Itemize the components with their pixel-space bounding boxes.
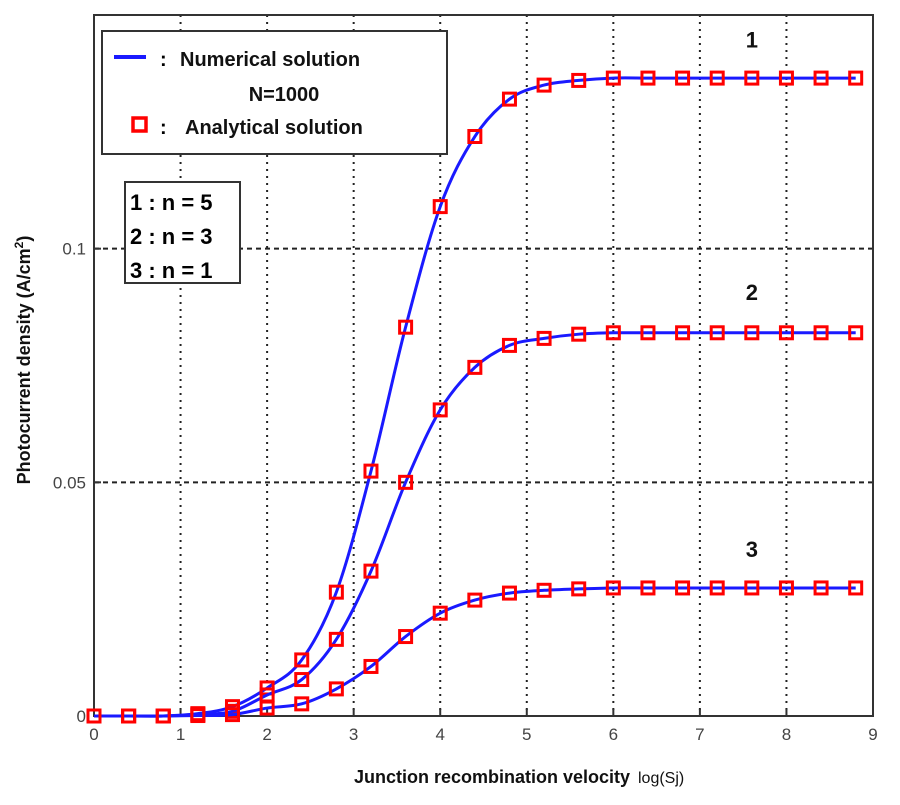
data-point-marker (190, 708, 206, 724)
data-point-marker (155, 708, 171, 724)
data-point-marker (813, 70, 829, 86)
legend-marker-icon (131, 116, 148, 133)
data-point-marker (848, 325, 864, 341)
data-point-marker (224, 707, 240, 723)
series-line-1 (94, 76, 856, 718)
axis-ticks: 0 1 2 3 4 5 6 7 8 9 0 0.05 0.1 (53, 240, 878, 744)
x-tick-label: 2 (262, 725, 271, 744)
data-point-marker (536, 77, 552, 93)
data-point-marker (709, 325, 725, 341)
data-point-marker (432, 605, 448, 621)
data-point-marker (294, 672, 310, 688)
y-axis-label-group: Photocurrent density (A/cm2) (12, 236, 34, 485)
legend-sep: : (160, 49, 167, 71)
data-point-marker (675, 580, 691, 596)
data-point-marker (709, 580, 725, 596)
y-tick-label: 0 (77, 707, 86, 726)
x-tick-label: 7 (695, 725, 704, 744)
x-tick-label: 9 (868, 725, 877, 744)
data-point-marker (398, 319, 414, 335)
data-point-marker (778, 580, 794, 596)
legend-line-label: Numerical solution (180, 49, 360, 71)
data-point-marker (675, 70, 691, 86)
data-point-marker (467, 592, 483, 608)
data-point-marker (501, 91, 517, 107)
data-point-marker (432, 402, 448, 418)
data-point-marker (432, 199, 448, 215)
series-group: 1 2 3 (86, 28, 864, 724)
data-point-marker (744, 70, 760, 86)
x-axis-label: Junction recombination velocity (354, 767, 630, 787)
data-point-marker (605, 70, 621, 86)
data-point-marker (536, 330, 552, 346)
data-point-marker (848, 70, 864, 86)
data-point-marker (501, 337, 517, 353)
x-tick-label: 4 (435, 725, 444, 744)
data-point-marker (398, 629, 414, 645)
data-point-marker (744, 325, 760, 341)
x-tick-label: 6 (609, 725, 618, 744)
data-point-marker (294, 652, 310, 668)
data-point-marker (363, 563, 379, 579)
data-point-marker (640, 325, 656, 341)
data-point-marker (294, 696, 310, 712)
y-tick-label: 0.05 (53, 473, 86, 492)
data-point-marker (605, 580, 621, 596)
data-point-marker (848, 580, 864, 596)
data-point-marker (571, 581, 587, 597)
x-tick-label: 0 (89, 725, 98, 744)
data-point-marker (640, 70, 656, 86)
data-point-marker (778, 70, 794, 86)
data-point-marker (536, 582, 552, 598)
y-axis-label: Photocurrent density (A/cm2) (12, 236, 34, 485)
data-point-marker (328, 584, 344, 600)
data-point-marker (467, 129, 483, 145)
x-tick-label: 5 (522, 725, 531, 744)
data-point-marker (501, 585, 517, 601)
annotation-line: 2 : n = 3 (130, 224, 213, 249)
data-point-marker (259, 700, 275, 716)
y-tick-label: 0.1 (62, 240, 86, 259)
series-line-2 (94, 331, 856, 718)
data-point-marker (640, 580, 656, 596)
annotation-frame (124, 181, 241, 284)
legend-marker-label: Analytical solution (185, 117, 363, 139)
series-line-3 (94, 586, 856, 718)
curve-label: 3 (746, 537, 758, 562)
data-point-marker (675, 325, 691, 341)
legend-line-sub: N=1000 (249, 84, 320, 106)
legend-sep-2: : (160, 117, 167, 139)
data-point-marker (363, 658, 379, 674)
x-tick-label: 1 (176, 725, 185, 744)
data-point-marker (363, 463, 379, 479)
data-point-marker (467, 359, 483, 375)
data-point-marker (121, 708, 137, 724)
data-point-marker (744, 580, 760, 596)
data-point-marker (605, 325, 621, 341)
legend: : Numerical solution N=1000 : Analytical… (101, 30, 448, 155)
data-point-marker (813, 325, 829, 341)
legend-box (101, 30, 448, 155)
annotation-line: 3 : n = 1 (130, 258, 213, 283)
data-point-marker (398, 474, 414, 490)
x-axis-label-suffix: log(Sj) (638, 770, 684, 787)
curve-label: 2 (746, 280, 758, 305)
x-tick-label: 3 (349, 725, 358, 744)
plot-frame (93, 14, 874, 717)
data-point-marker (571, 72, 587, 88)
annotation-line: 1 : n = 5 (130, 190, 213, 215)
annotation-box: 1 : n = 5 2 : n = 3 3 : n = 1 (124, 181, 241, 284)
data-point-marker (813, 580, 829, 596)
x-tick-label: 8 (782, 725, 791, 744)
data-point-marker (778, 325, 794, 341)
data-point-marker (328, 631, 344, 647)
data-point-marker (709, 70, 725, 86)
data-point-marker (328, 681, 344, 697)
grid (94, 15, 873, 716)
data-point-marker (571, 326, 587, 342)
data-point-marker (86, 708, 102, 724)
curve-label: 1 (746, 28, 758, 53)
